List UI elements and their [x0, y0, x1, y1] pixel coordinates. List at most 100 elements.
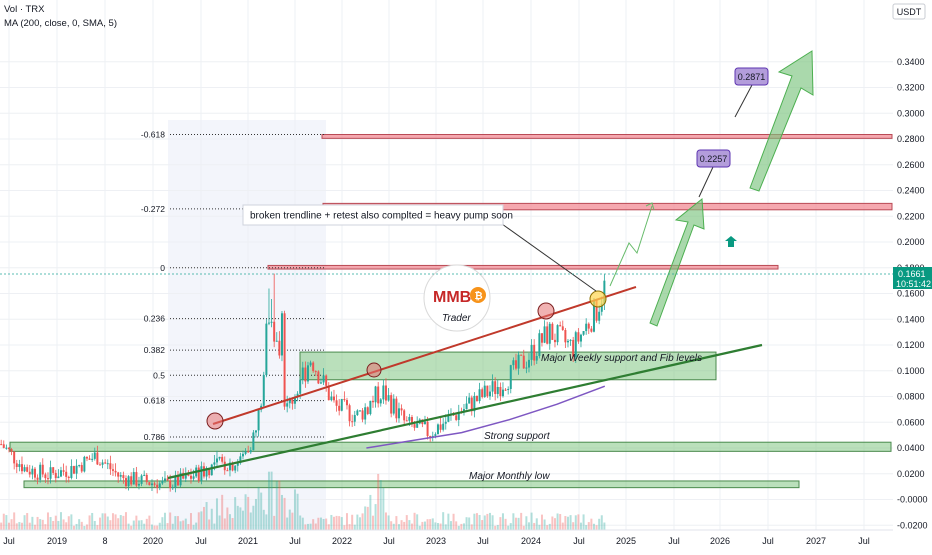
volume-bar [356, 514, 359, 530]
volume-bar [582, 514, 585, 530]
candle-body [247, 451, 250, 453]
volume-bar [488, 512, 491, 530]
volume-bar [574, 515, 577, 530]
volume-bar [208, 519, 211, 530]
candle-body [96, 452, 99, 465]
candle-body [98, 464, 101, 466]
volume-bar [475, 513, 478, 530]
volume-bar [267, 471, 270, 530]
price-tick-label: -0.0200 [897, 520, 928, 530]
time-tick-label: Jul [858, 536, 870, 546]
indicator-legend[interactable]: MA (200, close, 0, SMA, 5) [4, 18, 117, 29]
candle-body [257, 409, 260, 431]
candle-body [527, 359, 530, 368]
volume-bar [426, 519, 429, 530]
candle-body [208, 468, 211, 476]
candle-body [109, 463, 112, 470]
volume-bar [457, 525, 460, 530]
volume-bar [265, 514, 268, 530]
resistance-zone [267, 264, 779, 270]
candle-body [65, 471, 68, 477]
candle-body [278, 340, 281, 356]
currency-badge[interactable] [892, 3, 926, 20]
volume-bar [104, 513, 107, 530]
price-tick-label: -0.0000 [897, 495, 928, 505]
svg-text:MMB: MMB [433, 289, 471, 306]
price-tick-label: 0.3400 [897, 57, 925, 67]
volume-bar [538, 524, 541, 530]
candle-body [262, 375, 265, 406]
candle-body [400, 408, 403, 411]
symbol-title[interactable]: Vol · TRX [4, 4, 45, 15]
volume-bar [384, 512, 387, 530]
candle-body [569, 339, 572, 341]
support-zone [23, 480, 800, 489]
candle-body [434, 434, 437, 436]
volume-bar [215, 498, 218, 530]
candle-body [322, 375, 325, 383]
volume-bar [514, 517, 517, 530]
volume-bar [124, 512, 127, 530]
volume-bar [182, 520, 185, 530]
price-tick-label: 0.0200 [897, 469, 925, 479]
ma-200-line [366, 385, 606, 449]
candle-body [236, 463, 239, 466]
volume-bar [247, 496, 250, 530]
candle-body [338, 405, 341, 411]
candle-body [520, 354, 523, 356]
volume-bar [275, 481, 278, 530]
candle-body [202, 466, 205, 477]
candle-body [455, 415, 458, 420]
candle-body [153, 483, 156, 485]
candle-body [80, 465, 83, 472]
volume-bar [517, 517, 520, 530]
volume-bar [23, 515, 26, 530]
candle-body [431, 435, 434, 437]
candle-body [296, 393, 299, 397]
volume-bar [309, 523, 312, 530]
volume-bar [278, 480, 281, 530]
candle-body [387, 395, 390, 401]
candle-body [7, 447, 10, 450]
volume-bar [577, 514, 580, 530]
volume-bar [345, 513, 348, 530]
volume-bar [543, 519, 546, 530]
candle-body [10, 449, 13, 452]
candle-body [426, 421, 429, 437]
volume-bar [317, 517, 320, 530]
candle-body [15, 463, 18, 467]
volume-bar [335, 515, 338, 530]
volume-bar [161, 517, 164, 530]
candle-body [377, 386, 380, 404]
candle-body [239, 456, 242, 464]
candle-body [171, 487, 174, 489]
callout-text: broken trendline + retest also complted … [250, 211, 513, 222]
time-tick-label: 8 [102, 536, 107, 546]
time-tick-label: 2025 [616, 536, 636, 546]
candle-body [442, 423, 445, 430]
time-tick-label: Jul [477, 536, 489, 546]
candles [0, 273, 606, 494]
candle-body [436, 424, 439, 435]
volume-bar [280, 494, 283, 530]
projection-arrowhead [645, 202, 655, 211]
target-1-text: 0.2257 [700, 154, 728, 164]
volume-bar [494, 525, 497, 530]
volume-bar [127, 523, 130, 530]
price-tick-label: 0.1000 [897, 366, 925, 376]
candle-body [275, 340, 278, 342]
callout-leader [501, 223, 597, 292]
volume-bar [54, 515, 57, 530]
volume-bar [548, 523, 551, 530]
volume-bar [184, 518, 187, 530]
candle-body [192, 476, 195, 479]
volume-bar [93, 520, 96, 530]
volume-bar [314, 523, 317, 530]
candle-body [369, 400, 372, 415]
volume-bar [408, 520, 411, 530]
candle-body [36, 477, 39, 480]
time-tick-label: 2023 [426, 536, 446, 546]
volume-bar [460, 523, 463, 530]
volume-bar [585, 525, 588, 530]
